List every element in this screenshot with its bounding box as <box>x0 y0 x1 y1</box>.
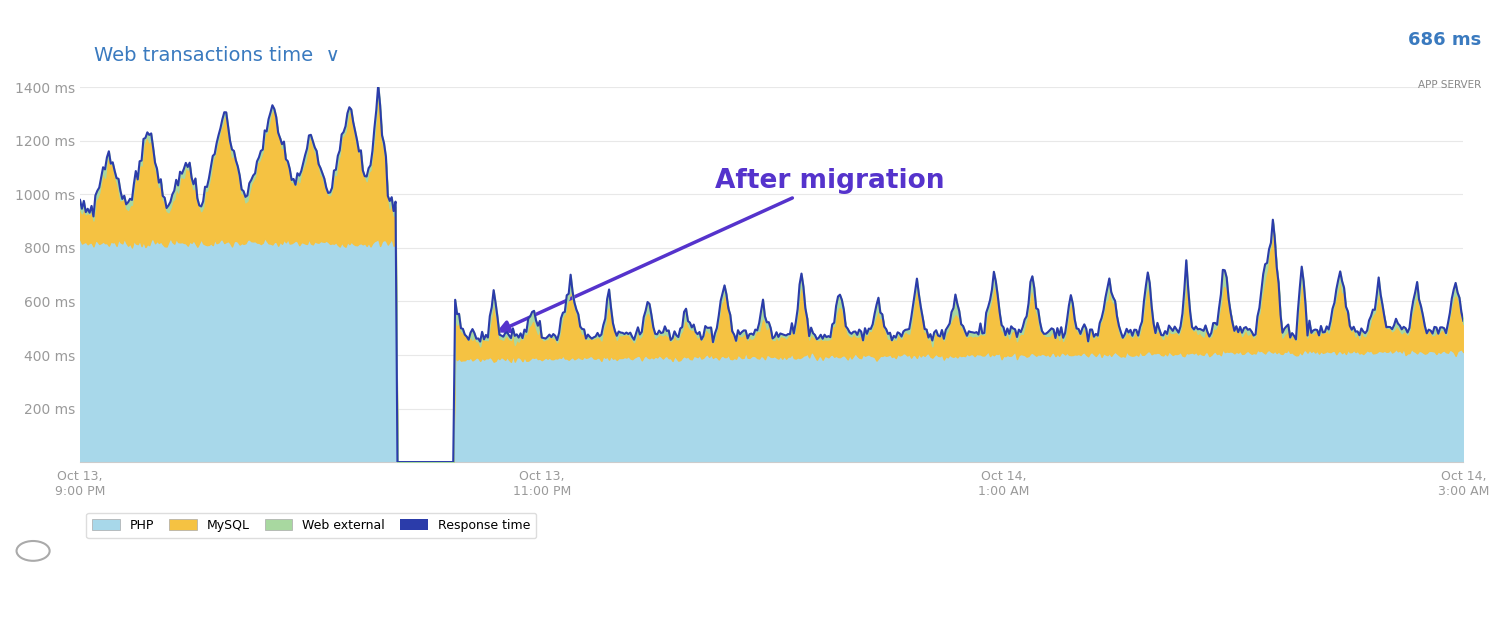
Text: After migration: After migration <box>499 168 945 331</box>
Text: Web transactions time  ∨: Web transactions time ∨ <box>93 46 340 65</box>
Legend: PHP, MySQL, Web external, Response time: PHP, MySQL, Web external, Response time <box>86 513 537 539</box>
Text: 686 ms: 686 ms <box>1408 31 1481 49</box>
Text: APP SERVER: APP SERVER <box>1418 80 1481 90</box>
